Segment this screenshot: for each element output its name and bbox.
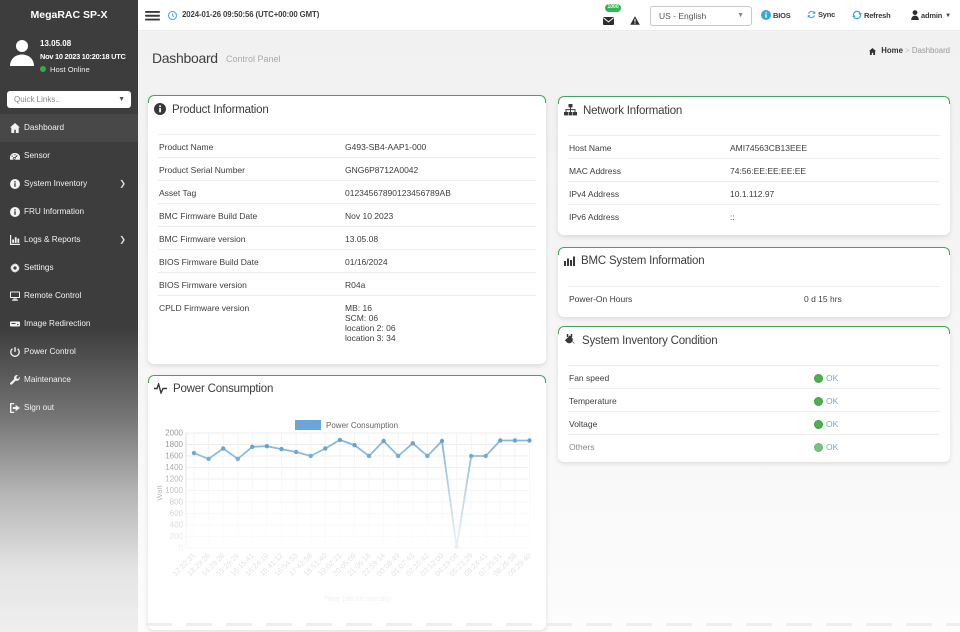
svg-text:1800: 1800: [165, 440, 183, 449]
svg-text:Watt: Watt: [155, 485, 164, 501]
svg-text:Power Consumption: Power Consumption: [326, 421, 398, 430]
svg-text:Time (dd-hh:mm:ss): Time (dd-hh:mm:ss): [324, 594, 391, 603]
svg-text:2000: 2000: [165, 429, 183, 438]
